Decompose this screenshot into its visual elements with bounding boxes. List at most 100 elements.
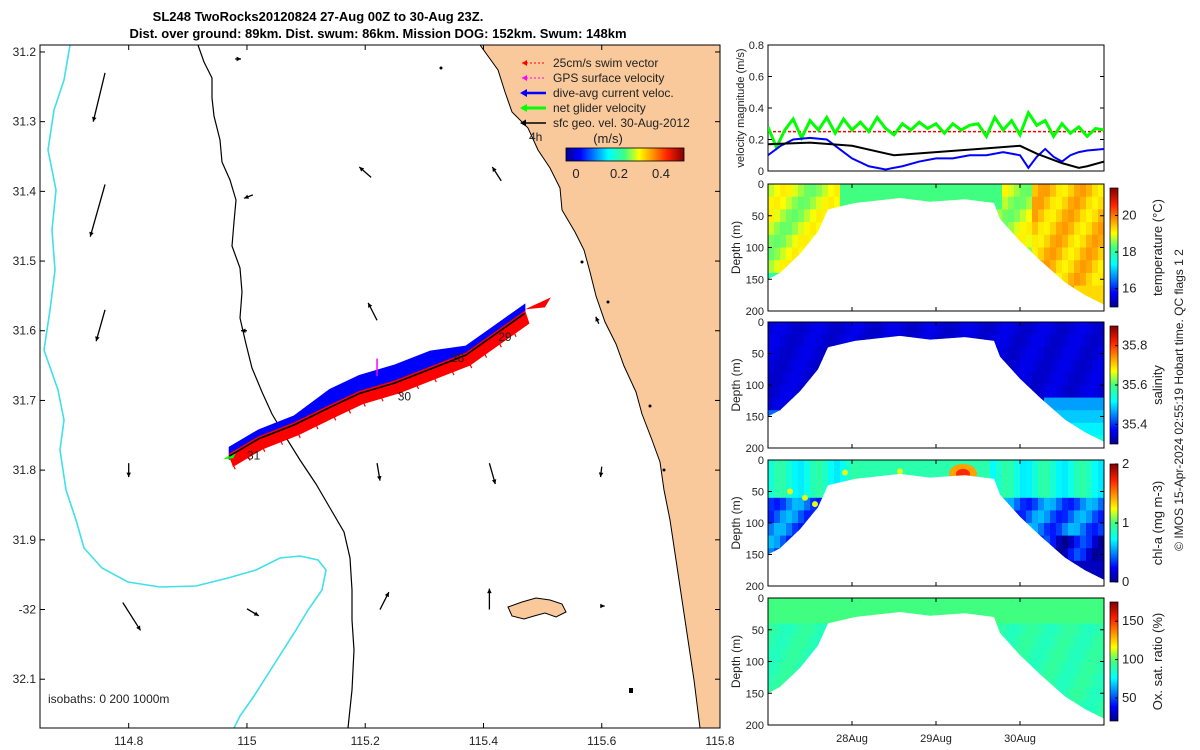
- section-cell: [1092, 334, 1099, 348]
- geo-vector: [235, 56, 242, 62]
- section-x-tick-label: 29Aug: [920, 733, 952, 745]
- day-label: 28: [451, 351, 465, 365]
- section-cell: [996, 184, 1003, 198]
- section-cell: [1098, 712, 1104, 719]
- section-cell: [804, 623, 811, 637]
- section-cell: [1092, 472, 1099, 486]
- section-cell: [780, 347, 787, 361]
- section-cell: [786, 234, 793, 249]
- section-cell: [1032, 347, 1039, 361]
- section-cell: [1086, 548, 1093, 562]
- section-cell: [1068, 636, 1075, 650]
- section-cell: [1074, 523, 1081, 537]
- section-y-tick-label: 100: [746, 243, 764, 255]
- section-cell: [774, 234, 781, 249]
- section-cell: [1056, 510, 1063, 524]
- section-cell: [1044, 184, 1051, 198]
- section-cell: [1098, 435, 1104, 442]
- section-cell: [1044, 636, 1051, 650]
- section-cell: [768, 359, 775, 373]
- section-cell: [888, 460, 895, 474]
- section-cell: [1098, 422, 1104, 436]
- section-cell: [858, 322, 865, 336]
- section-cell: [1044, 196, 1051, 210]
- section-cell: [780, 610, 787, 624]
- section-cell: [1068, 209, 1075, 223]
- section-y-tick-label: 200: [746, 720, 764, 732]
- section-cell: [1014, 347, 1021, 361]
- section-cell: [828, 598, 835, 612]
- section-cell: [1098, 184, 1104, 198]
- section-cell: [1098, 636, 1104, 650]
- section-cell: [1044, 359, 1051, 373]
- section-cell: [1050, 610, 1057, 624]
- section-cell: [768, 610, 775, 624]
- geo-vector-head: [244, 194, 249, 199]
- section-cell: [966, 184, 973, 198]
- legend-arrowhead: [520, 89, 527, 97]
- section-cell: [996, 623, 1003, 637]
- section-cell: [1092, 648, 1099, 663]
- islet: [580, 260, 584, 264]
- legend-geo: sfc geo. vel. 30-Aug-2012: [553, 116, 690, 130]
- section-cell: [924, 322, 931, 336]
- swim-vector: [311, 415, 319, 430]
- section-cell: [990, 184, 997, 198]
- geo-vector-head: [236, 56, 242, 62]
- section-cell: [1020, 196, 1027, 210]
- section-cell: [1098, 385, 1104, 399]
- section-cell: [1014, 610, 1021, 624]
- section-cell: [1014, 184, 1021, 198]
- velocity-y-tick-label: 0.6: [749, 72, 764, 84]
- section-cell: [1044, 648, 1051, 663]
- section-cell: [834, 184, 841, 198]
- section-cell: [1038, 359, 1045, 373]
- section-cell: [1020, 184, 1027, 198]
- section-cell: [1002, 209, 1009, 223]
- rottnest-island: [507, 597, 567, 620]
- section-cell: [1068, 410, 1075, 424]
- section-cell: [1068, 247, 1075, 261]
- section-cell: [768, 372, 775, 386]
- section-cell: [1050, 234, 1057, 249]
- section-cell: [816, 334, 823, 348]
- colorbar-tick-label: 0: [1122, 574, 1129, 589]
- section-cell: [1044, 661, 1051, 675]
- section-cell: [1050, 359, 1057, 373]
- section-cell: [810, 636, 817, 650]
- section-cell: [1074, 472, 1081, 486]
- section-cell: [780, 460, 787, 474]
- section-cell: [1020, 623, 1027, 637]
- section-cell: [1086, 610, 1093, 624]
- section-cell: [768, 674, 775, 688]
- map-ticks: 114.8 115 115.2 115.4 115.6 115.8 31.2 31.3 31.4…: [13, 45, 735, 748]
- section-cell: [1092, 598, 1099, 612]
- section-cell: [930, 598, 937, 612]
- section-cell: [1068, 686, 1075, 701]
- section-cell: [768, 460, 775, 474]
- section-cell: [1086, 397, 1093, 411]
- section-cell: [918, 598, 925, 612]
- section-cell: [1080, 686, 1087, 701]
- section-cell: [1086, 674, 1093, 688]
- section-cell: [1068, 623, 1075, 637]
- section-cell: [1062, 674, 1069, 688]
- swim-vector: [243, 447, 251, 461]
- section-cell: [1074, 610, 1081, 624]
- section-cell: [1080, 472, 1087, 486]
- section-cell: [804, 497, 811, 511]
- section-cell: [864, 184, 871, 198]
- section-cell: [768, 523, 775, 537]
- section-cell: [810, 222, 817, 236]
- section-cell: [1062, 385, 1069, 399]
- section-x-tick-label: 28Aug: [836, 733, 868, 745]
- section-cell: [804, 472, 811, 486]
- section-cell: [1014, 598, 1021, 612]
- section-cell: [1092, 247, 1099, 261]
- section-cell: [1068, 598, 1075, 612]
- section-cell: [786, 196, 793, 210]
- section-cell: [906, 460, 913, 474]
- section-cell: [1098, 648, 1104, 663]
- section-cell: [798, 372, 805, 386]
- section-cell: [1020, 636, 1027, 650]
